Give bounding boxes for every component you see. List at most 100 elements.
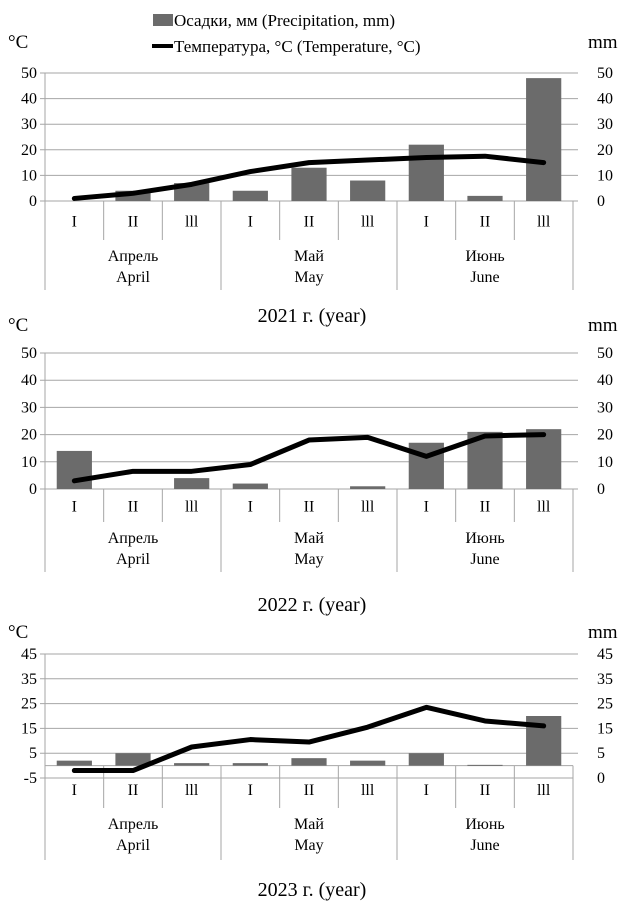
month-label-en: June (470, 837, 499, 854)
left-tick-label: 35 (21, 671, 37, 688)
category-label: II (304, 499, 315, 516)
category-label: lll (185, 499, 199, 516)
left-tick-label: 30 (21, 116, 37, 133)
month-label-en: June (470, 551, 499, 568)
month-label-ru: Июнь (465, 530, 504, 547)
right-axis-unit: mm (588, 32, 618, 53)
right-tick-label: 0 (597, 481, 605, 498)
category-label: I (72, 782, 77, 799)
category-label: lll (537, 782, 551, 799)
precipitation-bar (56, 760, 92, 766)
month-label-en: April (116, 551, 150, 568)
category-label: II (480, 214, 491, 231)
month-label-en: April (116, 269, 150, 286)
precipitation-bar (350, 486, 386, 489)
precipitation-bar (467, 195, 503, 201)
precipitation-bar (115, 190, 151, 201)
chart-title: 2023 г. (year) (258, 879, 367, 901)
category-label: I (424, 214, 429, 231)
precipitation-bar (115, 753, 151, 766)
right-axis-unit: mm (588, 315, 618, 336)
left-tick-label: 10 (21, 454, 37, 471)
category-label: II (128, 499, 139, 516)
right-tick-label: 30 (597, 116, 613, 133)
left-tick-label: 45 (21, 646, 37, 663)
left-axis-unit: °C (8, 315, 28, 336)
right-tick-label: 20 (597, 427, 613, 444)
category-label: lll (361, 782, 375, 799)
precipitation-bar (232, 483, 268, 489)
left-tick-label: 20 (21, 142, 37, 159)
left-axis-unit: °C (8, 622, 28, 643)
right-tick-label: 0 (597, 770, 605, 787)
precipitation-bar (350, 180, 386, 201)
left-tick-label: 40 (21, 372, 37, 389)
right-tick-label: 50 (597, 345, 613, 362)
category-label: I (248, 499, 253, 516)
month-label-ru: Май (294, 816, 324, 833)
legend-precipitation-swatch (153, 14, 173, 26)
left-tick-label: 25 (21, 696, 37, 713)
precipitation-bar (291, 758, 327, 766)
precipitation-bar (291, 167, 327, 201)
month-label-ru: Апрель (108, 248, 159, 265)
left-tick-label: 5 (29, 745, 37, 762)
category-label: I (72, 214, 77, 231)
month-label-ru: Май (294, 248, 324, 265)
legend: Осадки, мм (Precipitation, mm) Температу… (152, 11, 421, 56)
month-label-ru: Июнь (465, 816, 504, 833)
category-label: lll (185, 214, 199, 231)
category-label: I (424, 782, 429, 799)
right-tick-label: 20 (597, 142, 613, 159)
month-label-en: May (294, 551, 323, 568)
right-tick-label: 10 (597, 167, 613, 184)
right-tick-label: 40 (597, 372, 613, 389)
right-tick-label: 0 (597, 193, 605, 210)
right-tick-label: 45 (597, 646, 613, 663)
category-label: II (480, 499, 491, 516)
precipitation-bar (232, 763, 268, 766)
left-tick-label: 40 (21, 91, 37, 108)
left-tick-label: 50 (21, 345, 37, 362)
category-label: I (248, 782, 253, 799)
chart-title: 2022 г. (year) (258, 594, 367, 616)
precipitation-bar (408, 753, 444, 766)
left-tick-label: 20 (21, 427, 37, 444)
left-tick-label: 15 (21, 720, 37, 737)
left-axis-unit: °C (8, 32, 28, 53)
category-label: lll (361, 214, 375, 231)
month-label-en: June (470, 269, 499, 286)
category-label: lll (361, 499, 375, 516)
right-tick-label: 30 (597, 399, 613, 416)
month-label-ru: Май (294, 530, 324, 547)
right-tick-label: 50 (597, 65, 613, 82)
precipitation-bar (526, 78, 562, 201)
precipitation-bar (408, 144, 444, 201)
precipitation-bar (350, 760, 386, 766)
category-label: II (128, 214, 139, 231)
month-label-en: April (116, 837, 150, 854)
left-tick-label: 0 (29, 481, 37, 498)
category-label: II (304, 214, 315, 231)
left-tick-label: 50 (21, 65, 37, 82)
right-tick-label: 10 (597, 454, 613, 471)
right-axis-unit: mm (588, 622, 618, 643)
left-tick-label: 10 (21, 167, 37, 184)
category-label: I (72, 499, 77, 516)
category-label: II (128, 782, 139, 799)
month-label-en: May (294, 837, 323, 854)
precipitation-bar (467, 764, 503, 766)
left-tick-label: 30 (21, 399, 37, 416)
chart-title: 2021 г. (year) (258, 305, 367, 327)
month-label-en: May (294, 269, 323, 286)
right-tick-label: 40 (597, 91, 613, 108)
precipitation-bar (526, 429, 562, 489)
legend-precipitation-label: Осадки, мм (Precipitation, mm) (174, 11, 395, 30)
month-label-ru: Апрель (108, 816, 159, 833)
category-label: lll (537, 499, 551, 516)
precipitation-bar (174, 478, 210, 489)
precipitation-bar (174, 763, 210, 766)
